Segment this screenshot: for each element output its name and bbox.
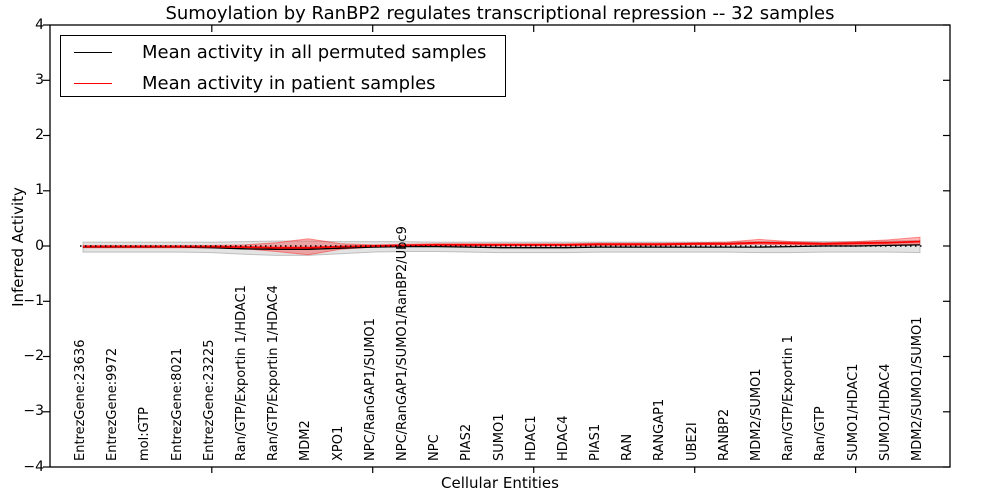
x-tick-label: MDM2/SUMO1 [749,368,765,461]
x-tick-label: RANGAP1 [652,398,668,461]
y-tick-label: −1 [23,292,44,309]
x-tick-label: RAN [620,433,636,461]
y-tick-label: −2 [23,348,44,364]
legend: Mean activity in all permuted samples Me… [60,35,506,97]
x-tick-label: NPC/RanGAP1/SUMO1/RanBP2/Ubc9 [394,226,410,461]
x-tick-label: PIAS1 [588,423,604,461]
x-tick-label: HDAC4 [555,415,571,461]
y-tick-label: 3 [35,71,44,88]
permuted-mean-line [83,244,921,250]
legend-label-permuted: Mean activity in all permuted samples [142,42,487,63]
legend-item-patient: Mean activity in patient samples [61,69,505,98]
y-tick-label: −4 [23,458,44,475]
x-tick-label: mol:GTP [137,407,153,461]
x-tick-label: RANBP2 [716,408,732,461]
x-tick-label: HDAC1 [523,415,539,461]
legend-item-permuted: Mean activity in all permuted samples [61,38,505,67]
x-tick-label: XPO1 [330,425,346,461]
chart-title: Sumoylation by RanBP2 regulates transcri… [165,3,835,24]
legend-label-patient: Mean activity in patient samples [142,73,436,94]
x-tick-label: SUMO1/HDAC4 [877,363,893,461]
permuted-line-sample [74,52,112,53]
x-tick-label: EntrezGene:9972 [105,347,121,461]
patient-mean-line [83,240,921,249]
x-tick-label: Ran/GTP/Exportin 1/HDAC4 [266,285,282,461]
y-tick-label: 4 [35,16,44,33]
y-tick-label: −3 [23,403,44,420]
x-tick-label: SUMO1 [491,413,507,462]
x-tick-label: MDM2 [298,420,314,461]
x-tick-label: UBE2I [684,422,700,461]
y-tick-label: 2 [35,127,44,143]
x-tick-label: SUMO1/HDAC1 [845,363,861,461]
x-tick-label: EntrezGene:8021 [169,347,185,461]
x-tick-label: NPC/RanGAP1/SUMO1 [362,318,378,461]
x-tick-label: MDM2/SUMO1/SUMO1 [910,316,925,461]
x-tick-label: NPC [427,434,443,461]
x-tick-label: PIAS2 [459,423,475,461]
patient-line-sample [74,83,112,84]
x-tick-label: EntrezGene:23636 [73,339,88,461]
x-tick-label: Ran/GTP/Exportin 1 [781,335,797,461]
x-tick-label: Ran/GTP [813,406,829,461]
x-axis-label: Cellular Entities [441,474,559,492]
x-tick-label: Ran/GTP/Exportin 1/HDAC1 [233,285,249,461]
x-tick-label: EntrezGene:23225 [201,339,217,461]
y-tick-label: 1 [35,182,44,199]
y-tick-label: 0 [35,237,44,254]
